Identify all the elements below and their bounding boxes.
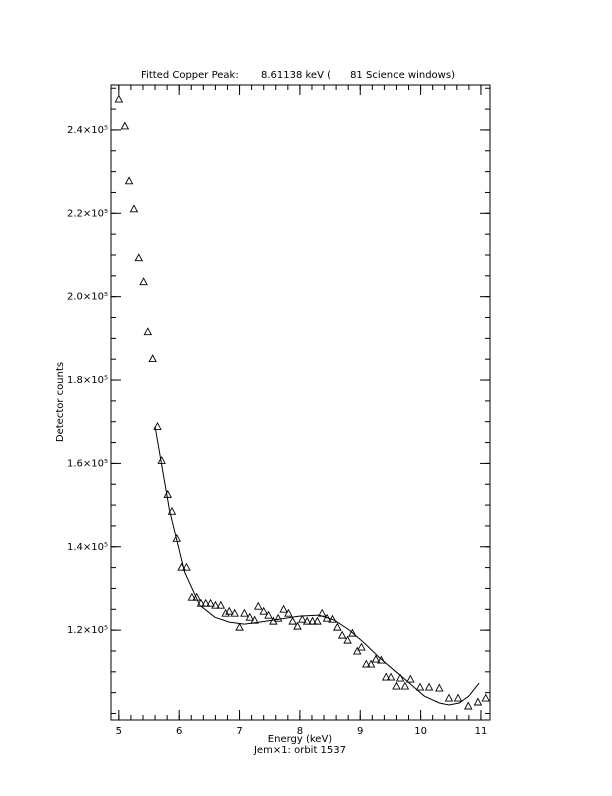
data-point [333,622,342,631]
data-point [415,682,425,691]
x-tick-label: 8 [297,726,303,737]
data-point [259,606,268,615]
chart-title: Fitted Copper Peak: 8.61138 keV ( 81 Sci… [141,70,455,81]
data-point [235,622,244,631]
data-point [395,673,405,682]
data-point [153,422,162,430]
y-tick-label: 2.0×10⁵ [67,292,108,303]
data-point [313,616,322,625]
x-tick-label: 6 [176,726,182,737]
y-tick-label: 2.4×10⁵ [67,125,108,136]
y-tick-label: 1.2×10⁵ [67,625,108,636]
data-point [201,598,211,607]
data-point [230,608,239,617]
data-point [129,204,139,213]
subtitle: Jem×1: orbit 1537 [253,745,346,756]
data-point [435,683,444,692]
data-point [381,672,391,681]
data-point [464,701,473,710]
y-tick-label: 1.8×10⁵ [67,375,108,386]
plot-frame [110,84,491,721]
x-tick-label: 5 [116,726,122,737]
data-point [114,94,124,103]
data-point [211,600,220,609]
data-point [343,635,352,644]
data-point [284,608,293,617]
data-point [298,614,307,623]
data-point [293,621,302,630]
data-point [245,612,255,621]
data-point [362,659,371,668]
data-point [120,121,130,130]
data-point [139,277,148,286]
data-point [473,697,483,706]
data-point [352,646,362,655]
x-axis-label: Energy (keV) [268,734,333,745]
x-tick-label: 11 [475,726,488,737]
data-point [124,176,134,185]
data-point [308,616,317,625]
data-point [221,608,230,617]
data-point [400,681,410,690]
x-tick-label: 7 [236,726,242,737]
data-point [366,659,376,668]
data-point [264,610,273,619]
data-point [254,601,263,610]
data-point [143,327,153,336]
y-axis-label: Detector counts [55,362,66,442]
x-tick-label: 9 [357,726,363,737]
data-point [240,608,249,617]
data-point [216,600,226,609]
data-point [288,616,297,625]
data-point [481,693,491,702]
data-point [134,253,144,262]
y-tick-label: 1.6×10⁵ [67,458,108,469]
data-point [371,654,381,663]
data-point [357,642,366,651]
data-point [337,630,347,639]
data-point [206,598,215,607]
data-point [453,693,463,702]
data-point [302,616,312,625]
data-point [225,606,234,615]
data-point [392,681,401,690]
data-point [182,562,191,571]
data-point [348,628,357,637]
fit-line [154,426,480,706]
data-point [148,354,157,363]
data-point [444,693,454,702]
y-tick-label: 2.2×10⁵ [67,208,108,219]
x-tick-label: 10 [414,726,427,737]
data-point [187,592,197,601]
data-point [406,674,415,683]
data-point [386,672,396,681]
data-point [192,592,201,601]
data-point [279,604,288,613]
data-point [424,682,434,691]
data-point [273,613,283,622]
data-point [377,655,386,664]
y-tick-label: 1.4×10⁵ [67,542,108,553]
